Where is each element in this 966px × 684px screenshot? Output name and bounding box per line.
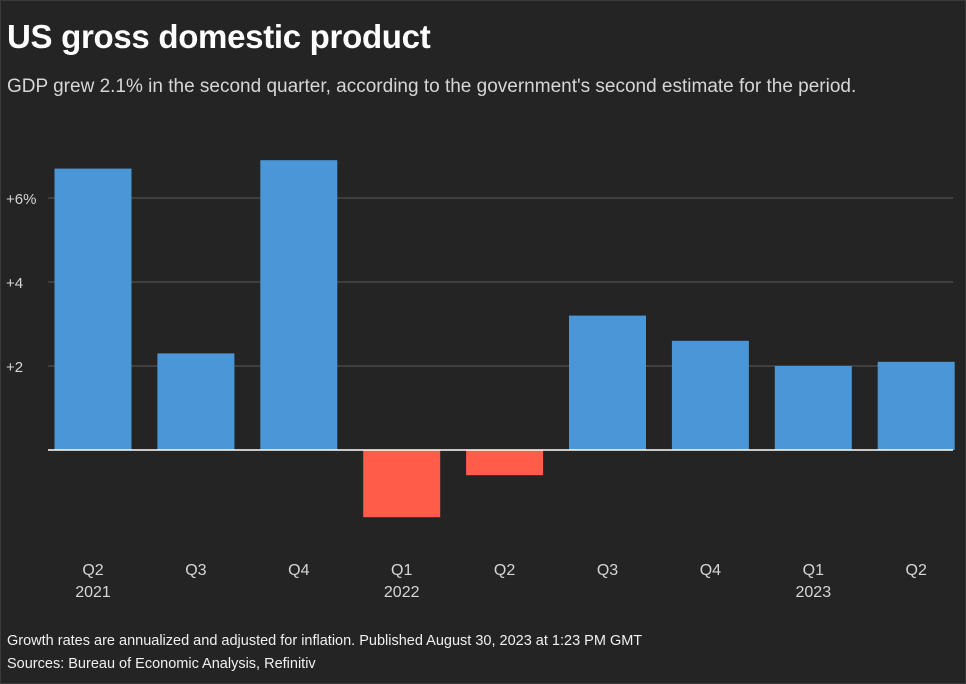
y-tick-label: +2 xyxy=(6,359,23,376)
x-tick-label: Q1 xyxy=(803,562,824,579)
bar xyxy=(569,315,646,450)
gdp-bar-chart: +6% +4 +2 Q2 2021 Q3 Q4 Q1 2022 Q2 Q3 Q4 Q1 2023 Q2 xyxy=(6,160,955,601)
bar xyxy=(54,168,132,450)
bar xyxy=(671,340,749,450)
y-tick-label: +6% xyxy=(6,191,36,208)
x-tick-label: Q2 xyxy=(82,562,103,579)
y-tick-label: +4 xyxy=(6,275,23,292)
x-year-label: 2023 xyxy=(796,584,832,601)
x-tick-label: Q4 xyxy=(288,562,309,579)
page-subtitle: GDP grew 2.1% in the second quarter, acc… xyxy=(7,76,857,97)
page-title: US gross domestic product xyxy=(7,18,431,55)
chart-sources: Sources: Bureau of Economic Analysis, Re… xyxy=(7,656,316,672)
x-tick-label: Q2 xyxy=(494,562,515,579)
bar xyxy=(363,450,441,518)
bar xyxy=(260,160,338,450)
x-tick-label: Q3 xyxy=(185,562,206,579)
chart-note: Growth rates are annualized and adjusted… xyxy=(7,633,643,649)
bar xyxy=(157,353,235,450)
bars xyxy=(54,160,955,518)
x-tick-label: Q2 xyxy=(906,562,927,579)
x-year-label: 2021 xyxy=(75,584,111,601)
bar xyxy=(774,366,852,450)
x-tick-label: Q1 xyxy=(391,562,412,579)
bar xyxy=(466,450,544,476)
x-tick-label: Q4 xyxy=(700,562,721,579)
bar xyxy=(877,361,955,450)
gridlines xyxy=(48,197,953,367)
x-year-label: 2022 xyxy=(384,584,420,601)
axis-labels: +6% +4 +2 Q2 2021 Q3 Q4 Q1 2022 Q2 Q3 Q4 Q1 2023 Q2 xyxy=(6,191,927,601)
x-tick-label: Q3 xyxy=(597,562,618,579)
